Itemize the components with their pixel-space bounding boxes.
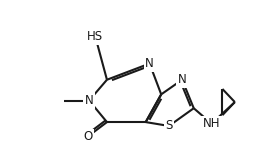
Text: S: S <box>165 119 173 133</box>
Text: HS: HS <box>87 30 104 43</box>
Text: N: N <box>145 57 154 70</box>
Text: O: O <box>83 130 92 143</box>
Text: NH: NH <box>203 117 220 130</box>
Text: N: N <box>85 94 93 107</box>
Text: N: N <box>178 73 186 86</box>
